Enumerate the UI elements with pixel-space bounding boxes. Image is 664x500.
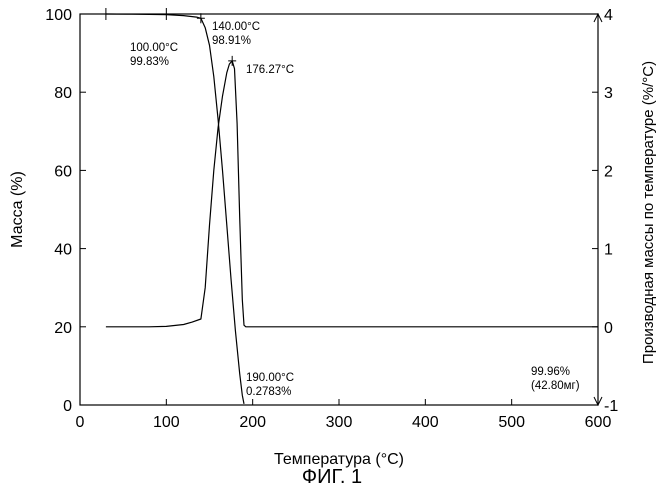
annotations-layer: 100.00°C 99.83% 140.00°C 98.91% 176.27°C 190.… <box>130 21 580 398</box>
axes-layer: 0100200300400500600020406080100-101234Те… <box>9 7 657 468</box>
y-left-tick-label: 100 <box>45 7 72 24</box>
y-left-tick-label: 80 <box>54 85 72 102</box>
annotation-text: 140.00°C <box>212 21 260 33</box>
annotation-text: 0.2783% <box>246 386 291 398</box>
x-tick-label: 600 <box>585 414 612 431</box>
y-right-tick-label: 1 <box>604 242 613 259</box>
y-right-tick-label: 4 <box>604 7 613 24</box>
series-line-mass <box>106 14 244 404</box>
y-axis-left-label: Масса (%) <box>9 171 26 248</box>
y-left-tick-label: 40 <box>54 242 72 259</box>
x-tick-label: 200 <box>239 414 266 431</box>
x-tick-label: 500 <box>498 414 525 431</box>
y-right-tick-label: 0 <box>604 320 613 337</box>
tga-chart: 0100200300400500600020406080100-101234Те… <box>0 0 664 500</box>
plot-frame <box>80 14 598 405</box>
y-right-tick-label: 2 <box>604 163 613 180</box>
y-left-tick-label: 60 <box>54 163 72 180</box>
y-axis-right-label: Производная массы по температуре (%/°C) <box>640 61 657 364</box>
annotation-text: 99.83% <box>130 56 169 68</box>
annotation-text: 98.91% <box>212 35 251 47</box>
x-tick-label: 300 <box>326 414 353 431</box>
x-tick-label: 0 <box>76 414 85 431</box>
annotation-text: 99.96% <box>531 366 570 378</box>
y-right-tick-label: 3 <box>604 85 613 102</box>
series-line-derivative <box>106 61 598 327</box>
annotation-text: 190.00°C <box>246 372 294 384</box>
x-tick-label: 100 <box>153 414 180 431</box>
y-left-tick-label: 0 <box>63 398 72 415</box>
annotation-text: 176.27°C <box>246 64 294 76</box>
annotation-text: (42.80мг) <box>531 380 580 392</box>
figure-caption: ФИГ. 1 <box>0 466 664 489</box>
series-layer <box>106 8 602 405</box>
marker-140C <box>197 13 205 23</box>
x-tick-label: 400 <box>412 414 439 431</box>
y-left-tick-label: 20 <box>54 320 72 337</box>
y-right-tick-label: -1 <box>604 398 618 415</box>
annotation-text: 100.00°C <box>130 42 178 54</box>
